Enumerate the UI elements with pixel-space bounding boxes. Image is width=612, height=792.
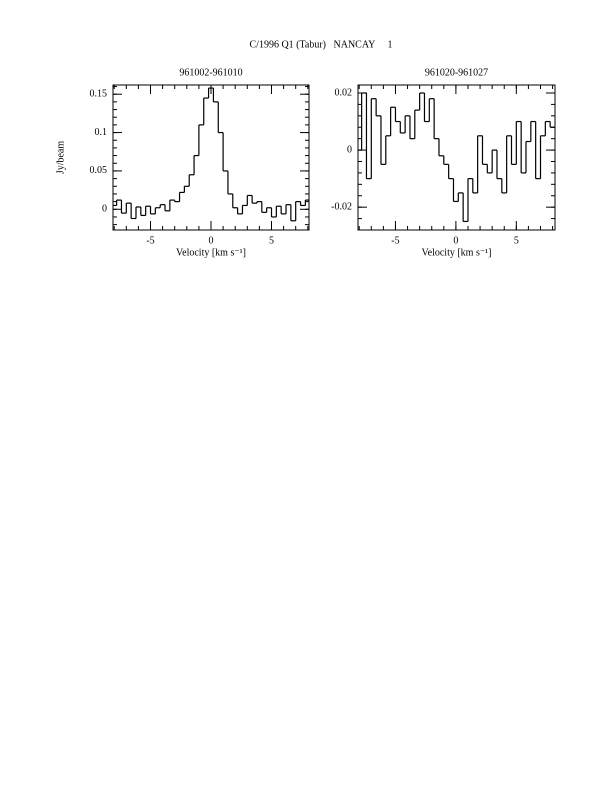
page-title: C/1996 Q1 (Tabur) NANCAY 1	[250, 39, 393, 50]
x-tick-label: 5	[514, 235, 519, 246]
chart-title: 961002-961010	[179, 67, 242, 78]
plot-frame	[357, 84, 556, 231]
plot-frame	[112, 84, 310, 231]
y-tick-label: -0.02	[331, 201, 352, 212]
y-tick-label: 0.1	[95, 127, 108, 138]
chart-title: 961020-961027	[425, 67, 488, 78]
y-axis-label: Jy/beam	[55, 141, 66, 175]
x-tick-label: 5	[269, 235, 274, 246]
y-tick-label: 0	[347, 144, 352, 155]
y-tick-label: 0.02	[335, 87, 353, 98]
y-tick-label: 0	[102, 204, 107, 215]
x-tick-label: 0	[209, 235, 214, 246]
x-axis-label: Velocity [km s⁻¹]	[422, 247, 492, 258]
y-tick-label: 0.15	[90, 89, 108, 100]
x-tick-label: -5	[391, 235, 399, 246]
x-tick-label: 0	[453, 235, 458, 246]
x-axis-label: Velocity [km s⁻¹]	[176, 247, 246, 258]
y-tick-label: 0.05	[90, 165, 108, 176]
x-tick-label: -5	[146, 235, 154, 246]
